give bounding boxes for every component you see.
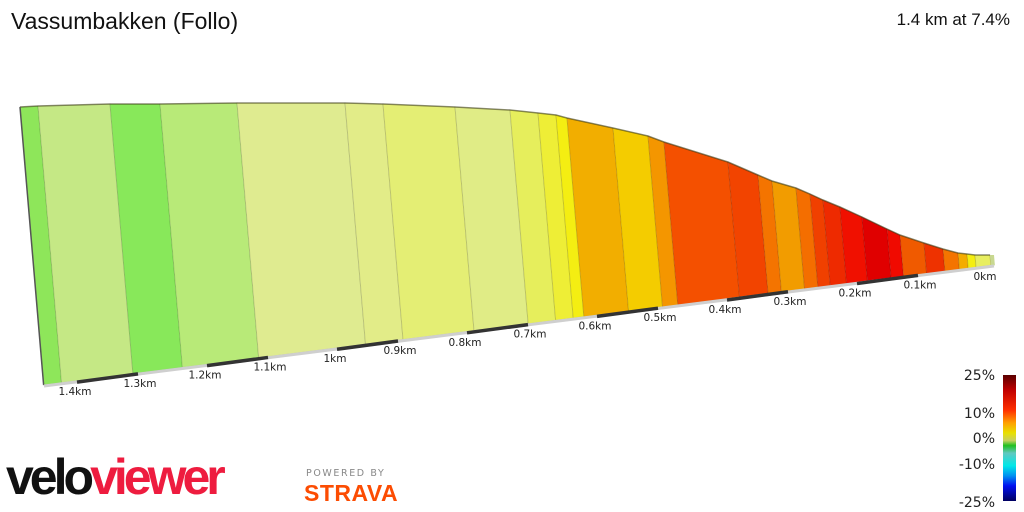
gradient-segment <box>899 234 928 277</box>
gradient-segment <box>236 102 367 359</box>
page-title: Vassumbakken (Follo) <box>11 8 239 34</box>
axis-band <box>856 273 919 286</box>
legend-label-0: 0% <box>973 431 995 447</box>
gradient-segment <box>923 242 946 275</box>
axis-band <box>76 372 139 384</box>
x-tick-label: 0.4km <box>708 304 741 316</box>
gradient-legend: 25% 10% 0% -10% -25% <box>959 368 1016 511</box>
x-tick-label: 1.2km <box>188 370 221 382</box>
x-tick-label: 0.2km <box>838 288 871 300</box>
climb-stats: 1.4 km at 7.4% <box>896 10 1010 29</box>
x-tick-label: 0.6km <box>578 320 611 332</box>
axis-band <box>336 339 399 351</box>
axis-band <box>596 306 659 319</box>
distance-axis: 1.4km 1.3km 1.2km 1.1km 1km 0.9km 0.8km 0.7km 0.… <box>43 264 997 398</box>
x-tick-label: 0.1km <box>903 279 936 291</box>
legend-label-25: 25% <box>964 368 995 384</box>
logo-velo: velo <box>6 449 94 505</box>
x-tick-label: 0km <box>974 271 997 283</box>
x-tick-label: 0.5km <box>643 312 676 324</box>
veloviewer-logo: veloviewer <box>6 449 226 505</box>
powered-by-label: POWERED BY <box>306 468 386 479</box>
legend-label-minus10: -10% <box>959 457 995 473</box>
legend-label-minus25: -25% <box>959 495 995 511</box>
x-tick-label: 0.8km <box>448 337 481 349</box>
axis-band <box>726 290 789 302</box>
gradient-segment <box>861 216 892 282</box>
profile-outline <box>19 102 990 256</box>
strava-logo: STRAVA <box>304 480 399 506</box>
axis-band <box>466 322 529 335</box>
x-tick-label: 0.3km <box>773 296 806 308</box>
x-tick-label: 0.9km <box>383 345 416 357</box>
logo-viewer: viewer <box>90 449 226 505</box>
colorbar <box>1003 375 1016 501</box>
profile-end-cap <box>990 255 995 266</box>
axis-band <box>206 355 269 368</box>
profile-left-edge <box>19 106 45 386</box>
x-tick-label: 1km <box>324 353 347 365</box>
x-tick-label: 0.7km <box>513 329 546 341</box>
gradient-segments <box>19 102 995 386</box>
legend-label-10: 10% <box>964 406 995 422</box>
x-tick-label: 1.3km <box>123 378 156 390</box>
x-tick-label: 1.1km <box>253 361 286 373</box>
x-tick-label: 1.4km <box>58 386 91 398</box>
